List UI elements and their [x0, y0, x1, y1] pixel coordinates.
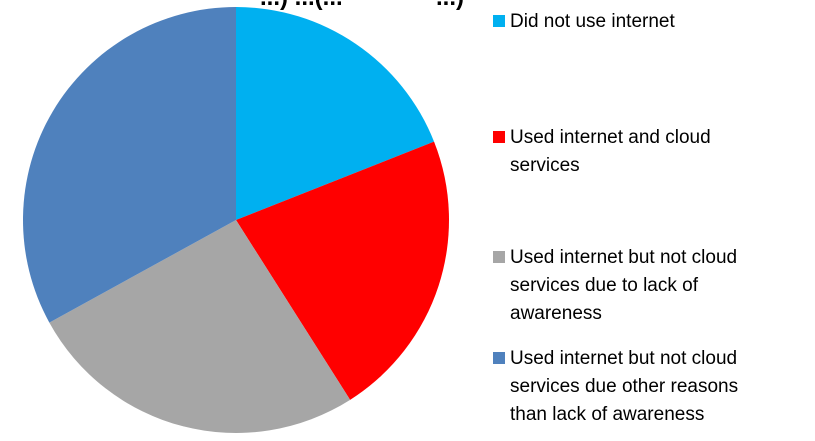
pie-slice-2	[236, 141, 449, 400]
legend-label: Used internet and cloud services	[510, 127, 711, 176]
legend-swatch	[493, 251, 505, 263]
pie-slice-3	[49, 220, 351, 434]
pie-chart	[23, 7, 449, 434]
pie-slice-1	[236, 7, 435, 220]
pie-slice-4	[23, 7, 236, 323]
legend-swatch	[493, 15, 505, 27]
legend-label: Did not use internet	[510, 11, 675, 32]
legend-swatch	[493, 131, 505, 143]
legend-label: Used internet but not cloud services due…	[510, 348, 739, 425]
legend-swatch	[493, 352, 505, 364]
chart-title-fragment: ...) ...(... ...)	[260, 0, 464, 12]
legend-label: Used internet but not cloud services due…	[510, 247, 738, 324]
